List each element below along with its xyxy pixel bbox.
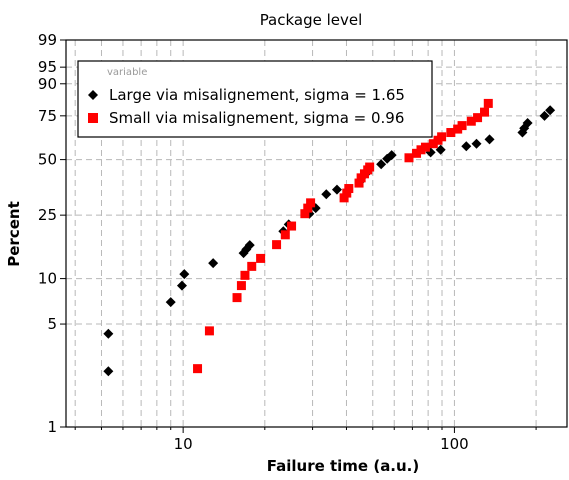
y-axis-title: Percent	[5, 201, 23, 266]
series-0-point-13	[321, 189, 332, 200]
y-tick-label-50: 50	[38, 151, 57, 169]
plot-frame	[65, 39, 568, 428]
series-1-point-27	[437, 132, 447, 142]
legend-marker-small	[88, 113, 98, 123]
series-1-point-3	[236, 281, 246, 291]
series-1-point-12	[306, 198, 316, 208]
series-1-point-32	[473, 113, 483, 123]
series-1-point-28	[446, 128, 456, 138]
series-1-point-25	[428, 139, 438, 149]
series-1-point-20	[365, 162, 375, 172]
series-0-point-18	[376, 159, 387, 170]
series-1-point-21	[404, 153, 414, 163]
chart-title: Package level	[260, 11, 363, 29]
series-0-point-0	[103, 366, 114, 377]
series-0-point-5	[208, 258, 219, 269]
series-1-point-16	[354, 178, 364, 188]
legend-title: variable	[107, 67, 147, 78]
series-0-point-25	[484, 134, 495, 145]
series-1-point-14	[342, 188, 352, 198]
series-1-point-7	[272, 240, 282, 250]
legend-square-icon	[88, 113, 98, 123]
series-0-point-4	[179, 269, 190, 280]
series-1-point-4	[240, 270, 250, 280]
y-tick-label-1: 1	[47, 418, 57, 436]
series-1-point-13	[339, 193, 349, 203]
series-1-point-0	[193, 364, 203, 374]
x-tick-label-10: 10	[174, 435, 193, 453]
series-0-point-20	[386, 150, 397, 161]
y-tick-label-75: 75	[38, 107, 57, 125]
series-1-point-10	[300, 209, 310, 219]
series-1-point-2	[232, 293, 242, 303]
series-1-point-9	[287, 221, 297, 231]
series-1-point-1	[204, 326, 214, 336]
series-0-point-24	[471, 138, 482, 149]
series-1-point-8	[280, 230, 290, 240]
y-tick-label-5: 5	[47, 315, 57, 333]
data-points	[103, 98, 556, 377]
series-0-point-30	[545, 105, 556, 116]
series-0-point-3	[176, 280, 187, 291]
series-1-point-11	[303, 203, 313, 213]
series-0-point-14	[331, 184, 342, 195]
series-1-point-31	[466, 116, 476, 126]
y-tick-label-99: 99	[38, 31, 57, 49]
series-1-point-34	[483, 98, 493, 108]
series-0-point-29	[539, 110, 550, 121]
series-0-point-22	[435, 144, 446, 155]
legend-marker-large	[88, 90, 98, 100]
series-1-point-5	[247, 261, 257, 271]
series-0-point-2	[165, 297, 176, 308]
legend-box	[77, 60, 433, 138]
x-axis-title: Failure time (a.u.)	[267, 457, 420, 475]
y-tick-label-95: 95	[38, 58, 57, 76]
series-1-point-15	[344, 184, 354, 194]
series-0-point-23	[461, 141, 472, 152]
y-tick-label-90: 90	[38, 75, 57, 93]
series-0-point-28	[522, 117, 533, 128]
series-0-point-1	[103, 328, 114, 339]
series-1-point-6	[256, 253, 266, 263]
legend-label-small: Small via misalignement, sigma = 0.96	[109, 109, 404, 127]
x-tick-label-100: 100	[440, 435, 469, 453]
legend-diamond-icon	[88, 90, 98, 100]
legend-label-large: Large via misalignement, sigma = 1.65	[109, 86, 405, 104]
y-tick-label-25: 25	[38, 206, 57, 224]
y-tick-label-10: 10	[38, 270, 57, 288]
series-1-point-33	[480, 107, 490, 117]
series-0-point-8	[244, 240, 255, 251]
legend: variable Large via misalignement, sigma …	[77, 60, 433, 138]
series-1-point-24	[420, 142, 430, 152]
series-1-point-30	[457, 121, 467, 131]
